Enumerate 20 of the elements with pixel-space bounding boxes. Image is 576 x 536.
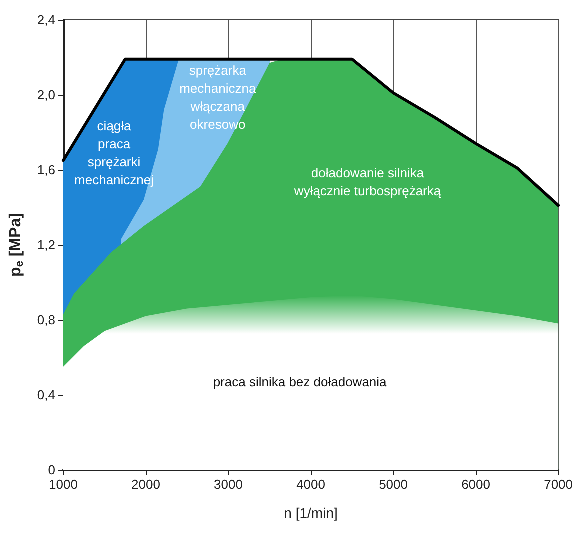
annotation: praca silnika bez doładowania <box>213 374 388 390</box>
x-axis-title: n [1/min] <box>284 505 338 521</box>
y-tick-label: 1,6 <box>37 162 56 178</box>
x-tick-label: 2000 <box>132 477 160 492</box>
y-tick-label: 0,8 <box>37 312 56 328</box>
y-axis-title: pe [MPa] <box>8 213 26 277</box>
y-tick-label: 0,4 <box>37 388 56 402</box>
annotation: doładowanie silnika wyłącznie turbosprężarką <box>293 166 442 198</box>
x-tick-label: 4000 <box>296 477 326 492</box>
x-tick-label: 6000 <box>462 477 490 492</box>
y-tick-label: 2,0 <box>37 88 56 102</box>
x-tick-label: 3000 <box>214 477 243 492</box>
annotation: ciągła praca sprężarki mechanicznej <box>74 118 154 188</box>
x-tick-label: 7000 <box>544 477 573 492</box>
y-tick-label: 2,4 <box>37 12 56 28</box>
x-tick-label: 1000 <box>49 477 78 492</box>
y-tick-label: 1,2 <box>37 238 56 252</box>
x-tick-label: 5000 <box>379 477 408 492</box>
line-series <box>62 58 560 208</box>
y-tick-label: 0 <box>48 462 56 478</box>
